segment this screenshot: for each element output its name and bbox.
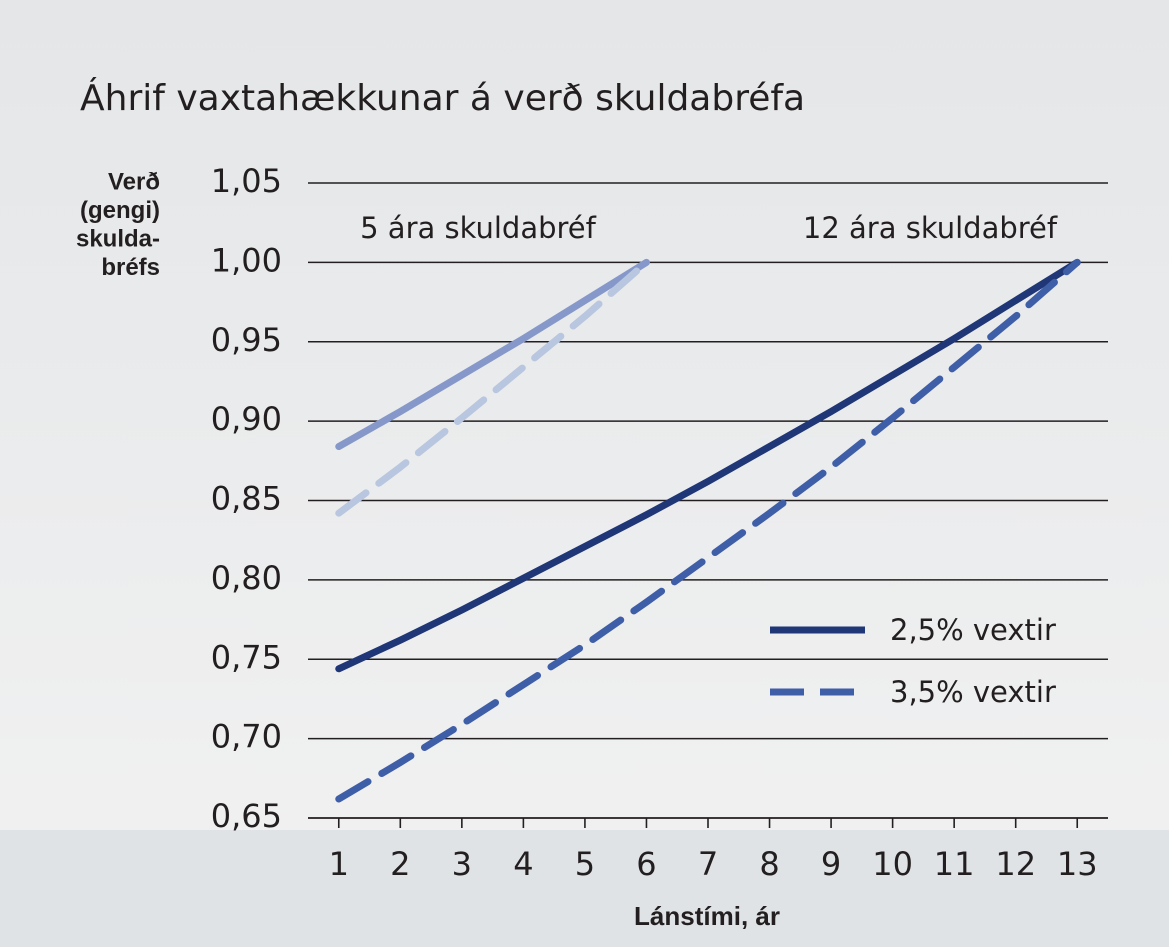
- footer-band: [0, 830, 1169, 947]
- y-axis-label: Verð: [108, 168, 160, 195]
- y-tick-label: 0,75: [211, 638, 282, 676]
- y-tick-label: 1,05: [211, 162, 282, 200]
- x-tick-label: 8: [759, 845, 779, 883]
- y-tick-label: 0,70: [211, 718, 282, 756]
- chart-title: Áhrif vaxtahækkunar á verð skuldabréfa: [80, 77, 805, 119]
- y-tick-label: 0,90: [211, 400, 282, 438]
- x-tick-label: 6: [636, 845, 656, 883]
- y-tick-label: 0,95: [211, 321, 282, 359]
- series-line: [335, 258, 650, 451]
- x-tick-label: 13: [1057, 845, 1098, 883]
- series-line: [335, 258, 650, 517]
- x-tick-label: 3: [452, 845, 472, 883]
- x-tick-label: 4: [513, 845, 533, 883]
- annotation: 12 ára skuldabréf: [803, 211, 1058, 245]
- x-tick-label: 12: [995, 845, 1036, 883]
- x-tick-label: 11: [934, 845, 975, 883]
- legend-label: 2,5% vextir: [890, 613, 1056, 647]
- x-tick-label: 9: [821, 845, 841, 883]
- y-tick-label: 0,80: [211, 559, 282, 597]
- y-tick-label: 0,65: [211, 797, 282, 835]
- annotation: 5 ára skuldabréf: [360, 211, 597, 245]
- y-tick-label: 0,85: [211, 480, 282, 518]
- x-tick-label: 2: [390, 845, 410, 883]
- series-line: [335, 258, 1081, 803]
- x-tick-label: 1: [329, 845, 349, 883]
- x-tick-label: 7: [698, 845, 718, 883]
- x-tick-label: 5: [575, 845, 595, 883]
- y-axis-label: bréfs: [101, 254, 160, 281]
- x-axis-label: Lánstími, ár: [634, 901, 780, 931]
- y-axis-label: (gengi): [80, 197, 160, 224]
- y-axis-label: skulda-: [76, 225, 160, 252]
- legend-label: 3,5% vextir: [890, 675, 1056, 709]
- y-tick-label: 1,00: [211, 241, 282, 279]
- x-tick-label: 10: [872, 845, 913, 883]
- series-line: [335, 258, 1081, 673]
